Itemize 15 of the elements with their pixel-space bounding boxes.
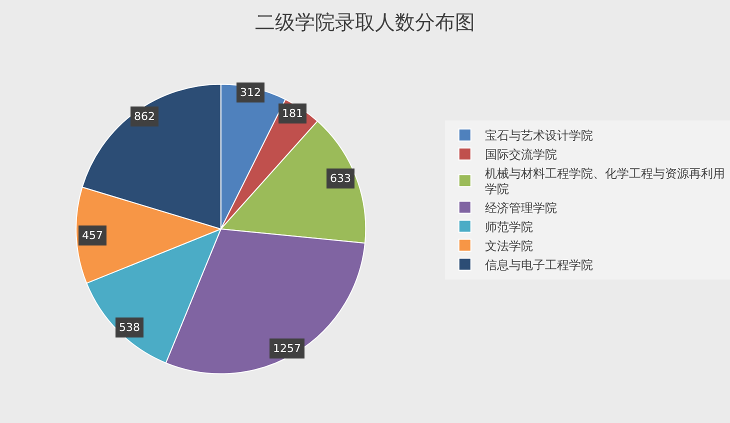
data-label: 312 bbox=[240, 86, 261, 99]
data-label: 457 bbox=[82, 229, 103, 242]
legend-label: 信息与电子工程学院 bbox=[484, 258, 593, 272]
legend-label: 宝石与艺术设计学院 bbox=[484, 128, 593, 143]
legend-label: 文法学院 bbox=[484, 238, 533, 253]
legend-label: 师范学院 bbox=[484, 220, 533, 234]
legend-label: 经济管理学院 bbox=[484, 200, 557, 215]
chart-title: 二级学院录取人数分布图 bbox=[255, 10, 475, 34]
legend-label: 国际交流学院 bbox=[484, 148, 557, 162]
data-label: 633 bbox=[330, 172, 351, 185]
data-label: 181 bbox=[282, 107, 303, 120]
legend-label: 机械与材料工程学院、化学工程与资源再利用学院 bbox=[484, 166, 725, 196]
data-label: 1257 bbox=[273, 342, 301, 355]
data-label: 538 bbox=[119, 321, 140, 334]
data-label: 862 bbox=[134, 110, 155, 123]
